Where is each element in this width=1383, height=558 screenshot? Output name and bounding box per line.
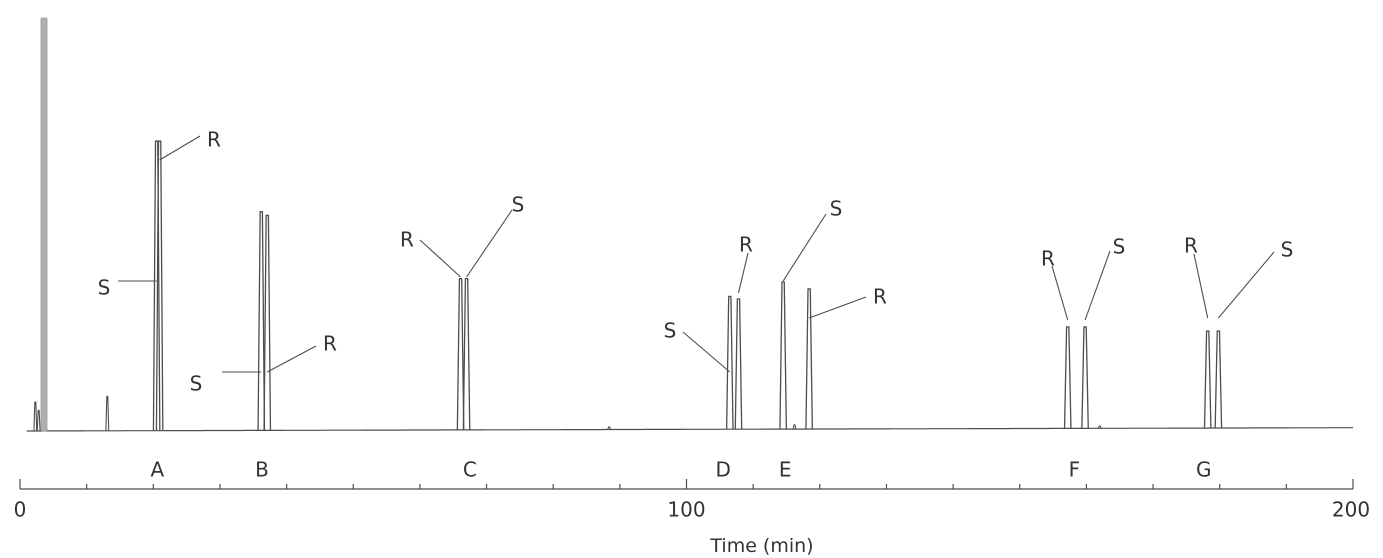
peak-A-R xyxy=(155,140,164,431)
group-label-D: D xyxy=(715,458,730,482)
peak-label-B-R: R xyxy=(323,332,337,356)
peak-label-A-R: R xyxy=(207,128,221,152)
callout-line-C-R xyxy=(419,239,461,278)
callout-line-C-S xyxy=(466,209,513,278)
peak-label-F-R: R xyxy=(1041,247,1055,271)
group-label-B: B xyxy=(255,458,269,482)
peak-D-R xyxy=(734,298,743,430)
peak-callouts: S R A S R B R S C S R D S R E R S F R S G xyxy=(98,128,1294,482)
peak-B-R xyxy=(263,214,272,431)
x-tick-label: 0 xyxy=(14,498,27,522)
callout-line-F-R xyxy=(1051,265,1069,321)
peak-G-S xyxy=(1214,330,1223,429)
peak-label-B-S: S xyxy=(190,372,203,396)
group-label-G: G xyxy=(1196,458,1212,482)
peak-label-G-S: S xyxy=(1281,238,1294,262)
callout-line-A-R xyxy=(159,135,201,161)
peak-E-S xyxy=(779,281,787,430)
peak-label-E-S: S xyxy=(830,197,843,221)
callout-line-B-R xyxy=(267,345,317,373)
group-label-F: F xyxy=(1069,458,1081,482)
callout-line-D-R xyxy=(737,252,749,294)
peak-B-S xyxy=(257,211,266,431)
peak-F-S xyxy=(1081,326,1089,429)
x-tick-label: 200 xyxy=(1332,498,1370,522)
peak-label-C-S: S xyxy=(512,193,525,217)
peak-F-R xyxy=(1063,326,1072,429)
impurity-peak xyxy=(36,409,41,431)
peak-label-G-R: R xyxy=(1184,234,1198,258)
callout-line-E-S xyxy=(782,213,827,282)
callout-line-F-S xyxy=(1084,250,1111,321)
peak-label-A-S: S xyxy=(98,276,111,300)
baseline xyxy=(26,427,1353,432)
x-tick-label: 100 xyxy=(667,498,705,522)
impurity-peak xyxy=(607,426,612,430)
solvent-peak xyxy=(40,17,48,432)
x-axis-title: Time (min) xyxy=(709,535,813,557)
impurity-peak xyxy=(105,395,110,431)
peak-label-E-R: R xyxy=(873,285,887,309)
impurity-peak xyxy=(33,401,38,431)
x-axis: 0 100 200 xyxy=(14,479,1370,522)
group-label-C: C xyxy=(463,458,477,482)
callout-line-D-S xyxy=(682,331,731,373)
peak-G-R xyxy=(1203,330,1212,429)
chromatogram-trace xyxy=(26,17,1353,432)
peak-label-C-R: R xyxy=(400,228,414,252)
callout-line-E-R xyxy=(808,296,867,319)
impurity-peak xyxy=(1097,425,1102,429)
peak-label-F-S: S xyxy=(1113,235,1126,259)
peak-E-R xyxy=(805,288,813,430)
impurity-peak xyxy=(792,424,797,430)
callout-line-G-R xyxy=(1193,253,1209,319)
peak-A-S xyxy=(152,140,161,431)
peak-D-S xyxy=(725,295,734,430)
group-label-E: E xyxy=(779,458,792,482)
peak-C-S xyxy=(462,277,471,430)
callout-line-G-S xyxy=(1217,251,1275,319)
group-label-A: A xyxy=(150,458,164,482)
peak-label-D-R: R xyxy=(739,233,753,257)
peak-C-R xyxy=(456,277,465,430)
peak-label-D-S: S xyxy=(664,319,677,343)
